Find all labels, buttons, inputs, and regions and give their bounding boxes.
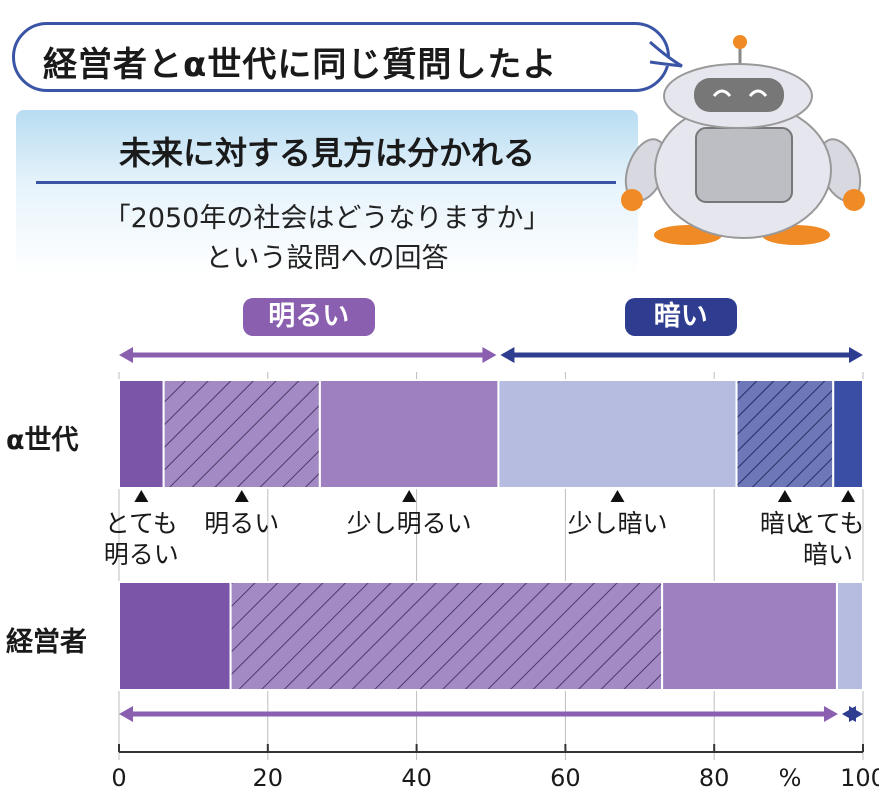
dark-range-arrow bbox=[500, 347, 863, 363]
bar-segment bbox=[118, 379, 165, 489]
axis-layer bbox=[118, 490, 864, 753]
segment-label-bright: 明るい bbox=[204, 509, 280, 538]
dark-group-label: 暗い bbox=[624, 298, 737, 336]
speech-bubble-text: 経営者とα世代に同じ質問したよ bbox=[43, 45, 558, 85]
speech-bubble: 経営者とα世代に同じ質問したよ bbox=[12, 22, 670, 92]
x-tick-label: 20 bbox=[252, 764, 284, 792]
bar-segment bbox=[661, 581, 838, 691]
subtitle-line-1: 「2050年の社会はどうなりますか」 bbox=[103, 203, 551, 234]
exec-bright-range-arrow-left-head bbox=[119, 706, 133, 722]
category-label-executives: 経営者 bbox=[6, 627, 87, 658]
dark-range-arrow-left-head bbox=[500, 347, 515, 363]
x-tick-label: 100 bbox=[840, 764, 879, 792]
segment-label-very-bright: とても 明るい bbox=[104, 508, 179, 570]
subtitle-line-2: という設問への回答 bbox=[205, 243, 449, 274]
bar-segment bbox=[229, 581, 664, 691]
segment-pointer bbox=[134, 490, 149, 502]
bar-segment bbox=[497, 379, 738, 489]
x-tick-label: 80 bbox=[698, 764, 730, 792]
segment-label-very-dark-line1: とても bbox=[791, 509, 865, 538]
bars-layer bbox=[118, 379, 865, 691]
bright-range-arrow-right-head bbox=[482, 347, 497, 363]
arrows-layer bbox=[119, 347, 863, 722]
bright-range-arrow-left-head bbox=[119, 347, 133, 363]
segment-label-very-dark-line2: 暗い bbox=[802, 540, 854, 569]
headline-rule bbox=[36, 181, 616, 184]
x-unit-label: % bbox=[778, 764, 802, 792]
header-panel bbox=[16, 110, 638, 275]
segment-pointer bbox=[234, 490, 249, 502]
speech-bubble-tail bbox=[648, 40, 683, 68]
exec-dark-range-arrow bbox=[841, 706, 863, 722]
segment-label-dark: 暗い bbox=[759, 509, 810, 538]
segment-pointer bbox=[841, 490, 856, 502]
bar-segment bbox=[735, 379, 835, 489]
segment-pointer bbox=[402, 490, 417, 502]
segment-label-slightly-dark: 少し暗い bbox=[567, 509, 668, 538]
segment-label-very-dark: とても 暗い bbox=[791, 508, 864, 570]
exec-bright-range-arrow-right-head bbox=[823, 706, 838, 722]
bar-segment bbox=[832, 379, 864, 489]
bright-range-arrow bbox=[119, 347, 497, 363]
segment-pointer bbox=[777, 490, 792, 502]
category-label-alpha: α世代 bbox=[6, 425, 79, 456]
bar-segment bbox=[162, 379, 321, 489]
x-tick-label: 0 bbox=[111, 764, 127, 792]
bar-segment bbox=[318, 379, 500, 489]
x-tick-label: 40 bbox=[401, 764, 432, 792]
x-tick-label: 60 bbox=[550, 764, 581, 792]
bar-segment bbox=[835, 581, 865, 691]
bar-segment bbox=[118, 581, 232, 691]
segment-label-very-bright-line2: 明るい bbox=[103, 540, 179, 569]
robot-illustration bbox=[621, 35, 865, 245]
segment-label-slightly-bright: 少し明るい bbox=[346, 509, 472, 538]
segment-label-very-bright-line1: とても bbox=[104, 509, 178, 538]
headline: 未来に対する見方は分かれる bbox=[118, 134, 535, 172]
bright-group-label: 明るい bbox=[242, 298, 375, 336]
exec-dark-range-arrow-right-head bbox=[849, 706, 863, 722]
exec-bright-range-arrow bbox=[119, 706, 838, 722]
chart-svg bbox=[118, 347, 865, 760]
segment-pointer bbox=[610, 490, 625, 502]
dark-range-arrow-right-head bbox=[849, 347, 863, 363]
